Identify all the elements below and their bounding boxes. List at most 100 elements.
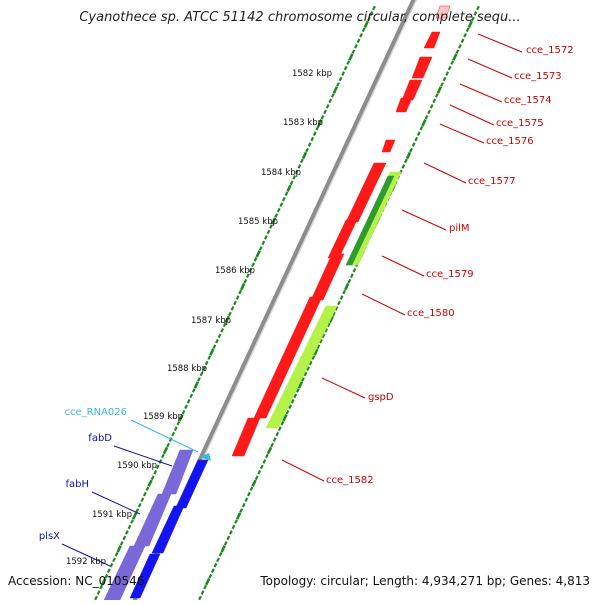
inner-tick-minor [349, 273, 354, 278]
inner-tick-major [235, 512, 242, 520]
outer-tick-minor [202, 366, 206, 371]
outer-tick-minor [140, 497, 145, 502]
inner-tick-major [282, 413, 288, 422]
gene-fabH[interactable] [133, 493, 172, 547]
gene-label-cce-1573[interactable]: cce_1573 [514, 71, 562, 82]
inner-tick-major [220, 545, 226, 553]
gene-cce-1580[interactable] [310, 253, 345, 301]
gene-plsX-blue[interactable] [129, 553, 161, 599]
inner-tick-minor [319, 338, 323, 344]
inner-tick-minor [427, 109, 431, 115]
outer-tick-minor [336, 82, 340, 87]
leader-line [61, 543, 111, 567]
outer-tick-minor [96, 590, 101, 595]
gene-label-plsx[interactable]: plsX [39, 531, 60, 542]
gene-label-cce-1574[interactable]: cce_1574 [504, 95, 552, 106]
inner-tick-minor [247, 491, 251, 497]
gene-label-cce-1575[interactable]: cce_1575 [496, 118, 544, 129]
gene-gspD-lime[interactable] [265, 305, 338, 429]
outer-tick-major [255, 250, 261, 258]
gene-cce-1573[interactable] [411, 56, 433, 79]
kbp-label: 1591 kbp [92, 510, 132, 520]
inner-tick-minor [331, 311, 336, 317]
gene-label-gspd[interactable]: gspD [368, 392, 394, 403]
outer-tick-minor [114, 552, 119, 557]
inner-tick-minor [226, 535, 231, 541]
inner-tick-minor [275, 431, 280, 437]
outer-tick-minor [320, 114, 325, 120]
outer-tick-minor [109, 562, 114, 568]
gene-fabD[interactable] [161, 449, 194, 495]
gene-label-pilm[interactable]: pilM [449, 223, 470, 234]
outer-tick-major [363, 20, 369, 29]
topology-text: Topology: circular; Length: 4,934,271 bp… [260, 574, 590, 588]
gene-fabH-blue[interactable] [151, 505, 185, 554]
leader-line [91, 491, 141, 515]
inner-tick-minor [463, 33, 468, 38]
inner-tick-minor [200, 590, 205, 595]
outer-tick-minor [220, 328, 225, 333]
gene-cce-1577[interactable] [345, 162, 387, 223]
outer-tick-major [240, 282, 246, 291]
leader-line [423, 162, 467, 184]
kbp-label: 1588 kbp [167, 364, 207, 374]
inner-tick-minor [306, 366, 310, 371]
outer-tick-minor [122, 535, 127, 541]
inner-tick-minor [249, 486, 254, 492]
outer-tick-minor [297, 164, 302, 169]
inner-tick-major [266, 446, 273, 455]
gene-label-cce-rna026[interactable]: cce_RNA026 [64, 407, 127, 418]
gene-cce-1574[interactable] [401, 79, 423, 101]
outer-tick-minor [338, 76, 343, 82]
inner-tick-minor [280, 420, 285, 426]
inner-tick-minor [434, 93, 439, 98]
outer-tick-minor [145, 486, 150, 492]
leader-line [459, 83, 503, 103]
outer-tick-minor [106, 568, 111, 573]
gene-label-cce-1580[interactable]: cce_1580 [407, 308, 455, 319]
inner-tick-minor [334, 306, 339, 311]
inner-tick-minor [293, 393, 298, 399]
gene-label-fabd[interactable]: fabD [88, 433, 112, 444]
gene-cce-1575[interactable] [395, 97, 413, 113]
gene-label-fabh[interactable]: fabH [65, 479, 89, 490]
outer-tick-minor [176, 420, 181, 426]
gene-cce-1582[interactable] [231, 417, 261, 457]
inner-tick-minor [411, 142, 416, 147]
inner-tick-minor [352, 267, 357, 273]
outer-tick-minor [155, 464, 160, 470]
gene-cce-RNA026[interactable] [200, 453, 211, 461]
gene-label-cce-1576[interactable]: cce_1576 [486, 136, 534, 147]
gene-cce-1572[interactable] [423, 31, 441, 49]
gene-label-cce-1582[interactable]: cce_1582 [326, 475, 374, 486]
gene-label-cce-1579[interactable]: cce_1579 [426, 269, 474, 280]
inner-tick-minor [445, 71, 449, 76]
outer-tick-minor [294, 169, 299, 175]
inner-tick-minor [290, 399, 295, 404]
gene-gspD-red[interactable] [253, 296, 323, 419]
gene-fabD-blue[interactable] [175, 459, 209, 509]
gene-cce-1576[interactable] [381, 139, 396, 153]
outer-tick-minor [351, 49, 356, 54]
kbp-label: 1585 kbp [238, 217, 278, 227]
kbp-label: 1584 kbp [261, 168, 301, 178]
kbp-label: 1590 kbp [117, 461, 157, 471]
gene-cce-1572-faded[interactable] [435, 5, 451, 19]
inner-tick-minor [208, 573, 213, 579]
inner-tick-minor [198, 595, 202, 601]
outer-tick-minor [366, 16, 371, 22]
gene-pilM-dark[interactable] [345, 175, 395, 266]
gene-label-cce-1577[interactable]: cce_1577 [468, 176, 516, 187]
outer-tick-minor [217, 333, 222, 339]
inner-tick-minor [414, 136, 419, 142]
inner-tick-major [452, 53, 458, 61]
inner-tick-minor [265, 453, 269, 459]
inner-tick-minor [262, 459, 267, 464]
outer-tick-minor [173, 426, 178, 431]
inner-tick-major [436, 86, 443, 94]
outer-tick-minor [328, 98, 333, 104]
gene-label-cce-1572[interactable]: cce_1572 [526, 45, 574, 56]
outer-tick-minor [227, 311, 232, 317]
kbp-label: 1586 kbp [215, 266, 255, 276]
outer-tick-minor [305, 147, 309, 153]
